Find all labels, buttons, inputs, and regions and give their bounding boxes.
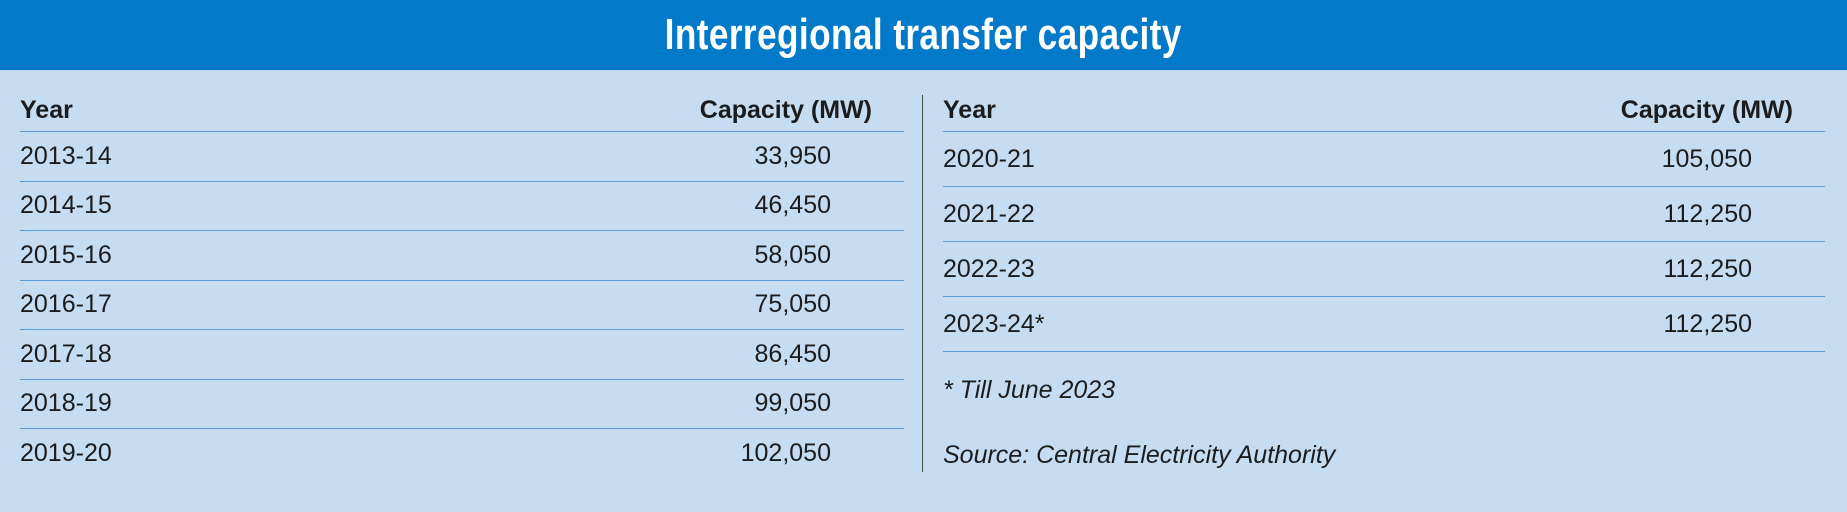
capacity-cell: 102,050 [740, 439, 831, 467]
table-row: 2018-19 99,050 [20, 379, 904, 429]
left-table-header-row: Year Capacity (MW) [20, 90, 904, 132]
year-cell: 2019-20 [20, 439, 112, 467]
year-column-header: Year [20, 96, 73, 124]
year-cell: 2017-18 [20, 339, 112, 368]
title-banner: Interregional transfer capacity [0, 0, 1847, 70]
left-table: Year Capacity (MW) 2013-14 33,950 2014-1… [20, 90, 904, 478]
column-divider [922, 95, 923, 472]
table-row: 2015-16 58,050 [20, 231, 904, 280]
capacity-cell: 99,050 [754, 389, 831, 418]
year-cell: 2021-22 [943, 199, 1035, 228]
capacity-cell: 112,250 [1663, 254, 1752, 283]
chart-title: Interregional transfer capacity [664, 10, 1183, 59]
year-cell: 2022-23 [943, 254, 1035, 283]
table-row: 2019-20 102,050 [20, 429, 904, 479]
table-row: 2020-21 105,050 [943, 132, 1825, 187]
capacity-cell: 46,450 [754, 191, 831, 220]
table-row: 2021-22 112,250 [943, 187, 1825, 242]
right-table-header-row: Year Capacity (MW) [943, 90, 1825, 132]
table-row: 2022-23 112,250 [943, 242, 1825, 297]
right-table: Year Capacity (MW) 2020-21 105,050 2021-… [943, 90, 1825, 352]
year-cell: 2023-24* [943, 309, 1045, 338]
capacity-cell: 105,050 [1661, 144, 1752, 173]
source-note: Source: Central Electricity Authority [943, 441, 1336, 469]
table-row: 2013-14 33,950 [20, 132, 904, 181]
notes: * Till June 2023 Source: Central Electri… [943, 376, 1825, 470]
table-row: 2014-15 46,450 [20, 181, 904, 231]
capacity-cell: 86,450 [754, 339, 831, 368]
capacity-cell: 75,050 [754, 290, 831, 319]
capacity-cell: 33,950 [754, 141, 831, 170]
right-table-panel: Year Capacity (MW) 2020-21 105,050 2021-… [943, 90, 1825, 470]
table-row: 2016-17 75,050 [20, 280, 904, 330]
capacity-column-header: Capacity (MW) [1620, 96, 1793, 124]
left-table-panel: Year Capacity (MW) 2013-14 33,950 2014-1… [20, 90, 904, 478]
table-row: 2017-18 86,450 [20, 330, 904, 379]
capacity-cell: 112,250 [1663, 199, 1752, 228]
capacity-cell: 58,050 [754, 240, 831, 269]
year-cell: 2018-19 [20, 389, 112, 418]
capacity-cell: 112,250 [1663, 309, 1752, 338]
footnote: * Till June 2023 [943, 376, 1116, 404]
year-column-header: Year [943, 96, 996, 124]
year-cell: 2015-16 [20, 240, 112, 269]
table-row: 2023-24* 112,250 [943, 297, 1825, 352]
year-cell: 2013-14 [20, 141, 112, 170]
capacity-column-header: Capacity (MW) [699, 96, 872, 124]
year-cell: 2014-15 [20, 191, 112, 220]
year-cell: 2020-21 [943, 144, 1035, 173]
year-cell: 2016-17 [20, 290, 112, 319]
